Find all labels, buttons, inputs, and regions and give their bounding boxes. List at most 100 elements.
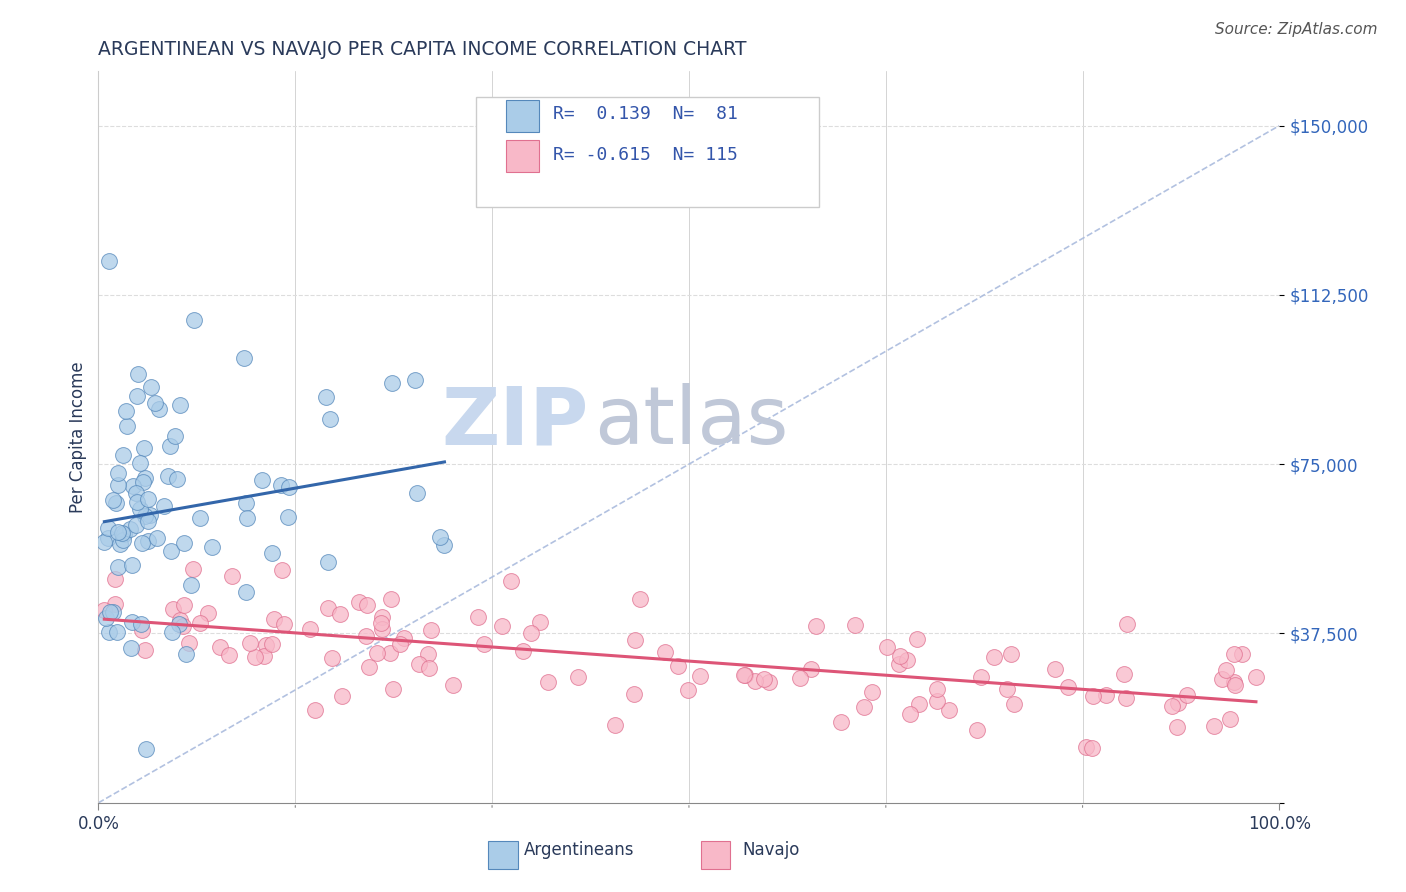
Point (180, 578, 202, 592)
Point (134, 441, 156, 455)
Point (125, 486, 148, 500)
Point (201, 541, 224, 555)
Point (844, 617, 866, 632)
Point (908, 698, 931, 712)
Text: ARGENTINEAN VS NAVAJO PER CAPITA INCOME CORRELATION CHART: ARGENTINEAN VS NAVAJO PER CAPITA INCOME … (98, 39, 747, 59)
Point (121, 478, 143, 492)
Point (404, 373, 426, 387)
Point (406, 486, 429, 500)
Point (332, 689, 354, 703)
Point (172, 619, 194, 633)
Point (356, 629, 378, 643)
Point (270, 563, 292, 577)
Point (512, 643, 534, 657)
Point (108, 537, 131, 551)
Point (371, 609, 394, 624)
Point (260, 637, 283, 651)
Text: R= -0.615  N= 115: R= -0.615 N= 115 (553, 145, 738, 163)
Point (889, 657, 911, 672)
Point (567, 670, 589, 684)
Point (136, 533, 159, 548)
Point (134, 471, 156, 485)
Point (270, 478, 292, 492)
Point (134, 508, 156, 523)
Point (316, 555, 339, 569)
Point (160, 625, 183, 640)
Point (1223, 647, 1246, 661)
Bar (488, 841, 517, 869)
Point (666, 659, 689, 673)
Point (1222, 674, 1244, 689)
Point (1219, 712, 1241, 726)
Point (1116, 617, 1139, 632)
Point (111, 448, 134, 462)
Point (420, 623, 443, 637)
Point (441, 678, 464, 692)
Point (733, 668, 755, 682)
Text: ZIP: ZIP (441, 384, 589, 461)
Point (107, 467, 129, 481)
Point (830, 715, 852, 730)
Point (1202, 719, 1225, 733)
Point (141, 379, 163, 393)
Point (433, 538, 456, 552)
Point (1081, 741, 1104, 756)
Point (148, 402, 170, 417)
Text: Source: ZipAtlas.com: Source: ZipAtlas.com (1215, 22, 1378, 37)
Point (197, 607, 219, 621)
Point (380, 646, 402, 660)
Point (169, 617, 191, 632)
Point (800, 662, 823, 676)
Point (125, 518, 148, 533)
Point (162, 602, 184, 616)
Point (121, 558, 143, 573)
Point (273, 617, 295, 632)
Point (98, 254, 121, 268)
Point (356, 598, 378, 612)
Point (1167, 696, 1189, 710)
Point (233, 351, 256, 366)
Point (190, 511, 212, 525)
Bar (506, 140, 538, 172)
Point (752, 672, 775, 686)
Point (120, 641, 142, 656)
Point (97, 625, 120, 640)
Point (107, 477, 129, 491)
Bar (700, 841, 730, 869)
Point (605, 718, 627, 732)
Point (179, 636, 201, 650)
Point (127, 367, 149, 381)
Point (131, 535, 153, 549)
Point (111, 525, 134, 540)
FancyBboxPatch shape (477, 97, 818, 207)
Point (128, 501, 150, 516)
Point (121, 615, 143, 629)
Point (418, 647, 440, 661)
Point (907, 632, 929, 647)
Point (131, 475, 153, 490)
Point (860, 685, 883, 699)
Point (93, 603, 115, 617)
Point (103, 572, 125, 586)
Point (139, 508, 162, 522)
Point (925, 681, 948, 696)
Point (537, 675, 560, 690)
Point (381, 376, 404, 390)
Point (1115, 690, 1137, 705)
Point (938, 704, 960, 718)
Point (389, 637, 412, 651)
Point (253, 648, 276, 663)
Point (969, 670, 991, 684)
Y-axis label: Per Capita Income: Per Capita Income (69, 361, 87, 513)
Point (94, 611, 117, 625)
Point (1244, 670, 1267, 684)
Point (529, 615, 551, 629)
Point (418, 661, 440, 675)
Point (315, 390, 337, 404)
Point (134, 643, 156, 657)
Point (1211, 672, 1233, 686)
Text: atlas: atlas (595, 384, 789, 461)
Point (129, 456, 152, 470)
Point (889, 649, 911, 664)
Point (472, 637, 495, 651)
